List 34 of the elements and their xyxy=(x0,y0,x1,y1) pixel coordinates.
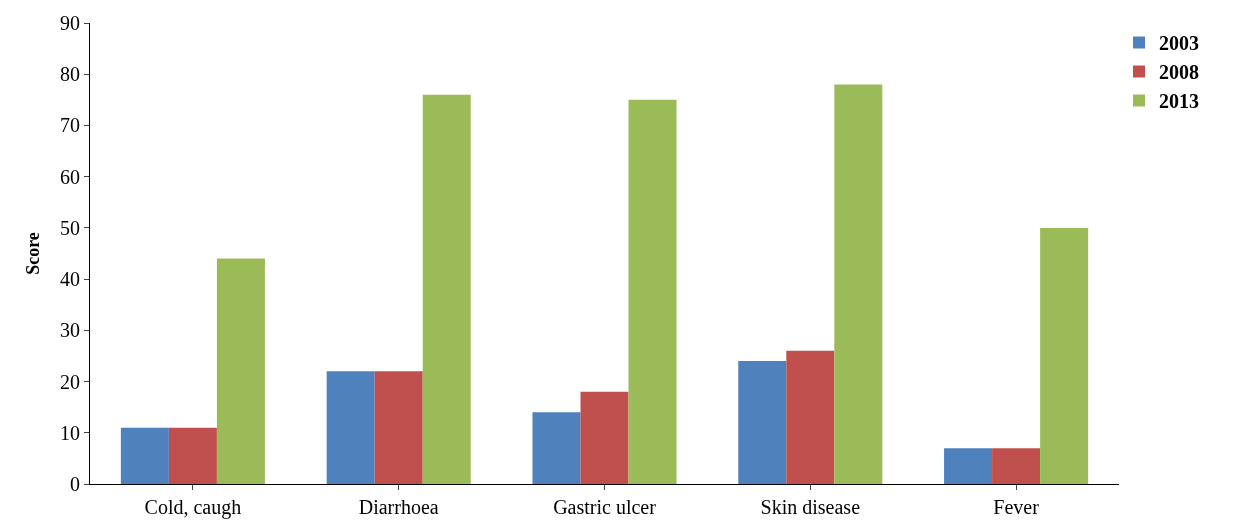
legend-label: 2008 xyxy=(1159,61,1199,84)
bar xyxy=(168,427,217,484)
bar xyxy=(374,371,423,484)
bar xyxy=(532,412,581,484)
y-tick-label: 90 xyxy=(60,12,80,34)
y-tick-label: 70 xyxy=(60,114,80,137)
bar xyxy=(1040,227,1089,484)
y-tick-label: 10 xyxy=(60,421,80,444)
x-tick-label: Cold, caugh xyxy=(144,496,242,519)
y-tick-label: 30 xyxy=(60,319,80,342)
bar xyxy=(580,391,629,484)
x-tick-label: Diarrhoea xyxy=(358,496,439,518)
bar xyxy=(120,427,169,484)
bar xyxy=(786,350,835,484)
y-tick-label: 60 xyxy=(60,165,80,188)
x-tick-label: Fever xyxy=(993,496,1040,518)
bar xyxy=(628,99,677,484)
bar xyxy=(944,448,993,484)
y-tick-label: 50 xyxy=(60,216,80,239)
y-tick-label: 80 xyxy=(60,63,80,86)
y-tick-label: 0 xyxy=(70,473,80,495)
bar xyxy=(738,361,787,484)
y-tick-label: 40 xyxy=(60,268,80,291)
bar xyxy=(834,84,883,484)
y-axis-title: Score xyxy=(23,232,44,275)
x-tick-label: Gastric ulcer xyxy=(553,496,657,518)
x-tick-label: Skin disease xyxy=(760,496,861,518)
bar xyxy=(216,258,265,484)
bar xyxy=(422,94,471,484)
bar xyxy=(992,448,1041,484)
legend-label: 2003 xyxy=(1159,32,1199,55)
bar xyxy=(326,371,375,484)
legend-label: 2013 xyxy=(1159,90,1199,113)
y-tick-label: 20 xyxy=(60,370,80,393)
